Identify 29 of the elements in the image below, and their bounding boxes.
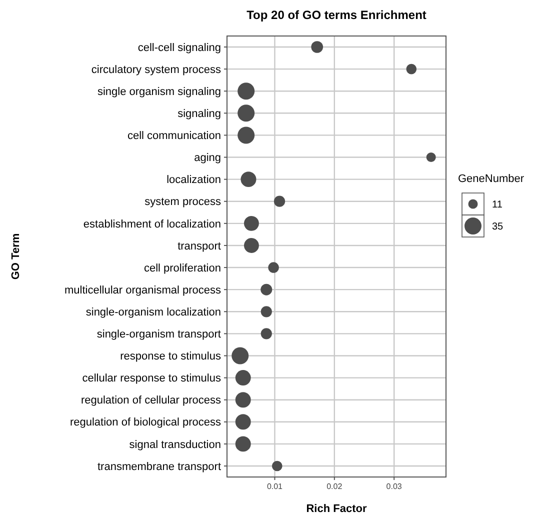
y-tick-label: single-organism transport [96, 328, 221, 341]
chart-title: Top 20 of GO terms Enrichment [246, 8, 426, 22]
x-tick-label: 0.03 [386, 482, 402, 491]
y-tick-label: transmembrane transport [98, 460, 221, 473]
y-tick-label: signal transduction [129, 438, 221, 451]
legend-label: 11 [492, 200, 503, 210]
y-tick-label: system process [144, 196, 222, 208]
x-tick-label: 0.02 [326, 482, 343, 491]
legend-label: 35 [492, 222, 504, 232]
y-axis-title: GO Term [10, 233, 22, 280]
y-tick-label: transport [178, 240, 221, 252]
y-tick-label: cell communication [127, 130, 221, 142]
y-tick-label: response to stimulus [120, 350, 222, 363]
y-tick-label: single-organism localization [86, 306, 221, 318]
y-tick-label: regulation of cellular process [80, 394, 222, 407]
y-tick-label: regulation of biological process [70, 416, 222, 429]
y-tick-label: cell-cell signaling [138, 42, 221, 54]
y-tick-label: aging [194, 152, 221, 164]
legend-title: GeneNumber [458, 173, 524, 185]
y-tick-label: single organism signaling [97, 86, 221, 98]
y-tick-label: signaling [178, 108, 221, 120]
y-tick-label: cell proliferation [144, 262, 221, 274]
x-tick-label: 0.01 [266, 482, 284, 491]
y-tick-label: multicellular organismal process [64, 284, 222, 296]
x-axis-title: Rich Factor [306, 503, 368, 515]
y-tick-label: establishment of localization [83, 218, 221, 230]
y-tick-label: cellular response to stimulus [82, 372, 222, 385]
y-tick-label: localization [166, 174, 221, 186]
y-tick-label: circulatory system process [91, 64, 222, 76]
